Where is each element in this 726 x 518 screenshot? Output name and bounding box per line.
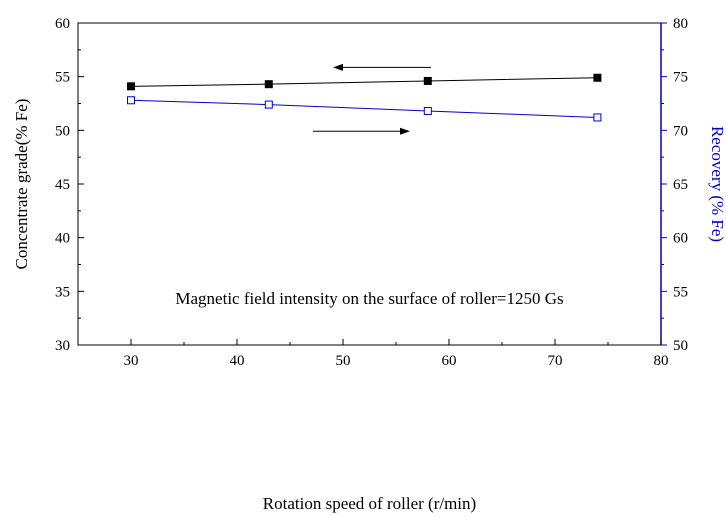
left-y-tick-label: 40 (55, 231, 70, 247)
right-y-tick-label: 60 (673, 231, 688, 247)
x-tick-label: 80 (654, 353, 669, 369)
left-y-tick-label: 30 (55, 338, 70, 354)
x-axis: 30 40 50 60 70 80 (77, 339, 669, 369)
right-y-axis: 50 55 60 65 70 75 80 (661, 16, 688, 354)
right-y-tick-label: 50 (673, 338, 688, 354)
series-2-point (423, 107, 432, 116)
left-y-tick-label: 50 (55, 123, 70, 139)
series-1-point (127, 82, 135, 91)
right-y-tick-label: 55 (673, 284, 688, 300)
right-y-tick-label: 65 (673, 177, 688, 193)
series-2-point (264, 100, 273, 109)
left-y-tick-label: 55 (55, 70, 70, 86)
right-y-tick-label: 80 (673, 16, 688, 32)
left-y-axis-label: Concentrate grade(% Fe) (12, 99, 31, 270)
annotation-text: Magnetic field intensity on the surface … (175, 289, 563, 308)
x-axis-label: Rotation speed of roller (r/min) (263, 494, 476, 513)
right-y-tick-label: 70 (673, 123, 688, 139)
series-1-point (423, 76, 432, 85)
x-tick-label: 50 (336, 353, 351, 369)
right-y-axis-label: Recovery (% Fe) (708, 126, 726, 242)
right-y-tick-label: 75 (673, 70, 688, 86)
x-tick-label: 60 (442, 353, 457, 369)
left-y-tick-label: 35 (55, 284, 70, 300)
series-1-point (593, 73, 602, 82)
left-y-tick-label: 45 (55, 177, 70, 193)
x-tick-label: 30 (124, 353, 139, 369)
series-1-point (264, 80, 273, 89)
x-tick-label: 70 (548, 353, 563, 369)
series-2-point (127, 96, 135, 105)
x-tick-label: 40 (230, 353, 245, 369)
series-2-line (130, 99, 598, 118)
series-1-arrow-head (333, 63, 343, 71)
left-y-axis: 30 35 40 45 50 55 60 (55, 16, 84, 354)
series-2-point (593, 113, 602, 122)
series-2-arrow-head (400, 127, 410, 135)
series-layer (127, 63, 602, 135)
series-1-line (130, 77, 598, 87)
left-y-tick-label: 60 (55, 16, 70, 32)
